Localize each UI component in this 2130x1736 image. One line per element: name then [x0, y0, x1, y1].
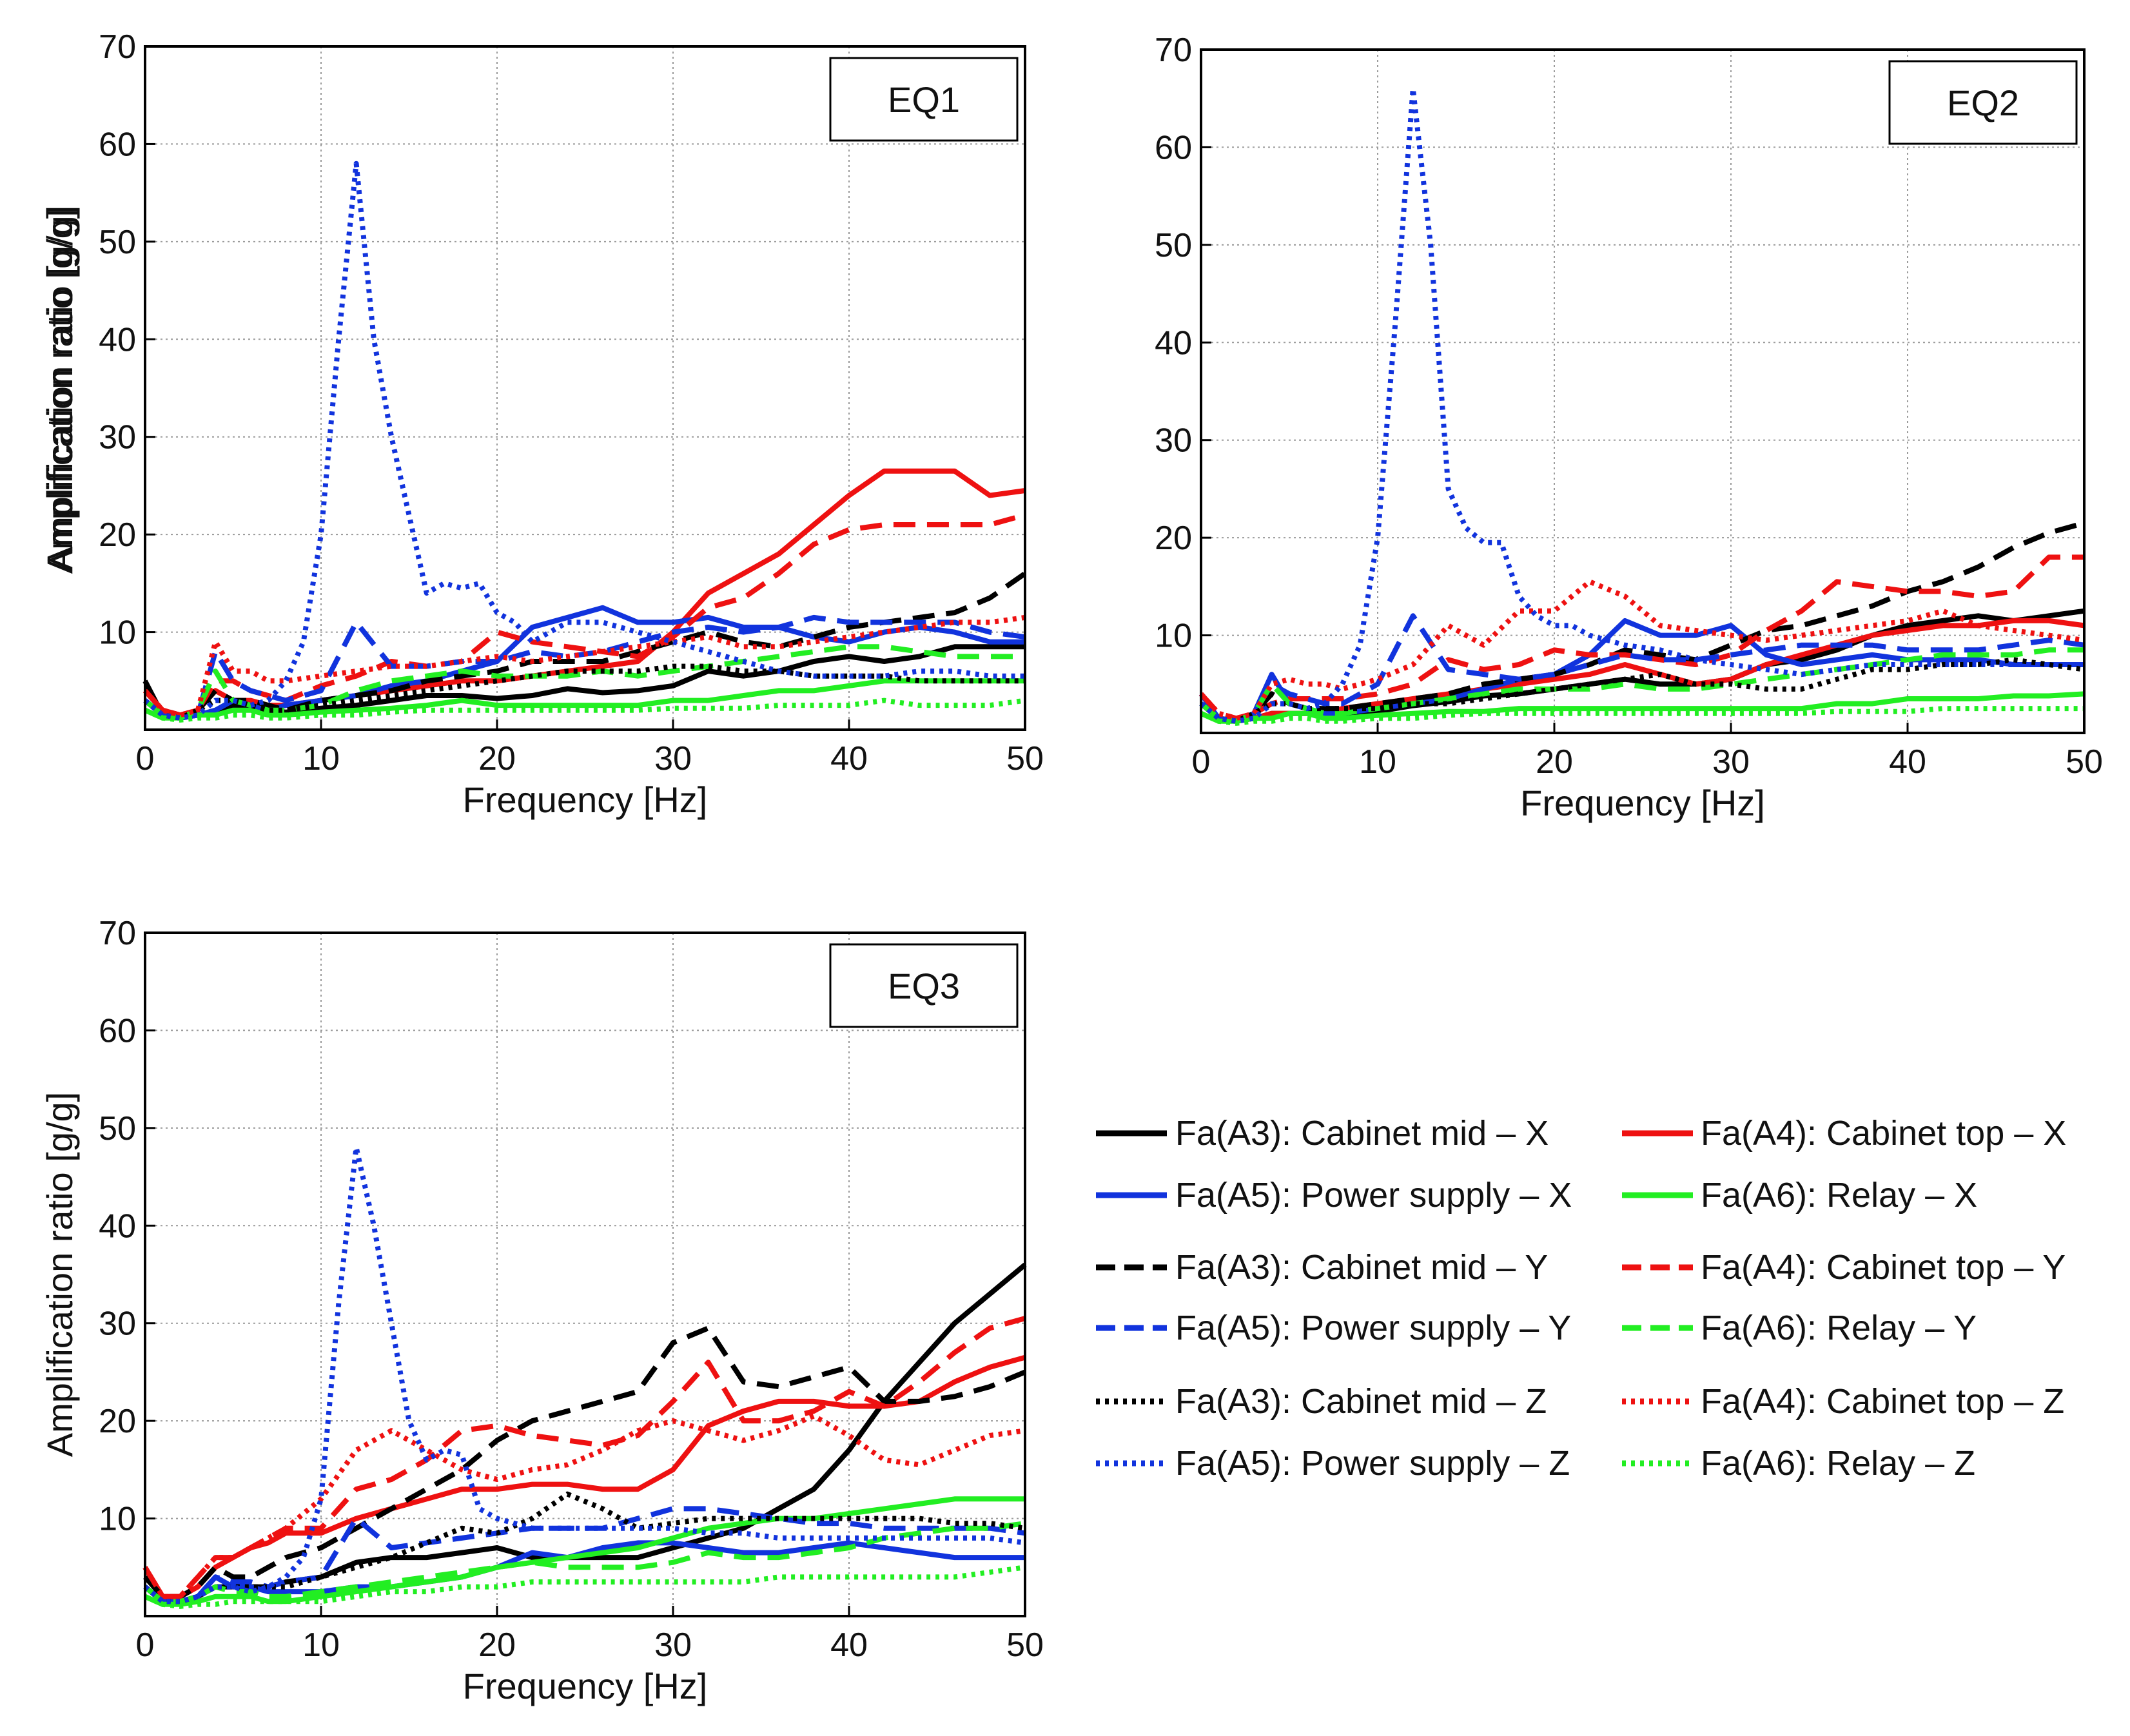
- chart-panel-eq3: 0 10 20 30 40 50 10 20 30 40 50 60 70 Frequency [Hz] A…: [39, 915, 1044, 1706]
- y-tick-label: 50: [99, 224, 136, 261]
- series-line-a4z: [142, 1413, 1026, 1599]
- series-line-a4z: [143, 614, 1026, 718]
- y-tick-label: 60: [99, 126, 136, 163]
- x-tick-label: 10: [302, 1626, 340, 1664]
- x-tick-label: 40: [1889, 743, 1926, 781]
- y-tick-label: 20: [99, 516, 136, 554]
- legend-label-a5z: Fa(A5): Power supply – Z: [1175, 1444, 1570, 1483]
- legend-label-a6z: Fa(A6): Relay – Z: [1701, 1444, 1975, 1483]
- legend-label-a6x: Fa(A6): Relay – X: [1701, 1176, 1977, 1214]
- chart-panel-eq2: 0 10 20 30 40 50 10 20 30 40 50 60 70 Frequency [Hz] A…: [39, 32, 2103, 823]
- x-axis-label: Frequency [Hz]: [463, 1666, 708, 1706]
- series-line-a3z: [1199, 657, 2085, 724]
- x-tick-label: 20: [1536, 743, 1573, 781]
- series-line-a3y: [143, 1325, 1026, 1599]
- x-axis-label: Frequency [Hz]: [463, 779, 708, 820]
- series-line-a6x: [144, 678, 1025, 721]
- series-line-a4y: [143, 512, 1026, 718]
- x-tick-label: 0: [136, 1626, 155, 1664]
- y-tick-label: 10: [99, 1501, 136, 1538]
- legend-label-a3z: Fa(A3): Cabinet mid – Z: [1175, 1382, 1547, 1421]
- y-tick-label: 50: [99, 1110, 136, 1147]
- legend-label-a3x: Fa(A3): Cabinet mid – X: [1175, 1114, 1549, 1153]
- axes-frame: [144, 45, 1026, 731]
- series-line-a6z: [144, 1565, 1026, 1609]
- axes-frame: [144, 931, 1026, 1617]
- y-tick-label: 70: [99, 28, 136, 66]
- legend: Fa(A3): Cabinet mid – X Fa(A4): Cabinet t…: [1096, 1114, 2066, 1483]
- x-tick-label: 50: [2066, 743, 2103, 781]
- y-tick-label: 70: [99, 915, 136, 952]
- series-line-a5z: [143, 161, 1025, 721]
- y-axis-label: Amplification ratio [g/g]: [39, 209, 80, 574]
- x-axis-label: Frequency [Hz]: [1520, 783, 1765, 823]
- y-tick-label: 30: [1155, 422, 1192, 460]
- legend-label-a4y: Fa(A4): Cabinet top – Y: [1701, 1248, 2066, 1287]
- y-tick-label: 60: [99, 1012, 136, 1049]
- chart-title: EQ3: [888, 966, 960, 1006]
- x-tick-label: 20: [478, 740, 516, 777]
- series-line-a6z: [144, 697, 1026, 723]
- x-tick-label: 20: [478, 1626, 516, 1664]
- y-tick-label: 30: [99, 419, 136, 456]
- y-tick-label: 50: [1155, 227, 1192, 264]
- chart-title: EQ1: [888, 79, 960, 120]
- y-tick-label: 40: [99, 1207, 136, 1245]
- y-axis-label: Amplification ratio [g/g]: [39, 1092, 80, 1457]
- chart-title-box: [829, 57, 1019, 142]
- x-tick-label: 40: [830, 1626, 868, 1664]
- legend-label-a3y: Fa(A3): Cabinet mid – Y: [1175, 1248, 1548, 1287]
- series-line-a6z: [1200, 706, 2084, 726]
- y-tick-label: 20: [99, 1403, 136, 1440]
- y-tick-label: 40: [99, 321, 136, 358]
- plot-area: [145, 46, 1025, 730]
- series-line-a5z: [1199, 86, 2084, 724]
- series-line-a5x: [143, 605, 1025, 721]
- x-tick-label: 30: [1712, 743, 1750, 781]
- chart-panel-eq1: 0 10 20 30 40 50 10 20 30 40 50 60 70 Frequency [Hz] A…: [39, 28, 1044, 820]
- y-tick-label: 10: [1155, 618, 1192, 655]
- chart-title: EQ2: [1947, 83, 2019, 123]
- series-line-a5y: [143, 1506, 1026, 1604]
- series-line-a3z: [143, 663, 1025, 721]
- chart-title-box: [1888, 60, 2078, 145]
- x-tick-label: 30: [654, 1626, 692, 1664]
- y-tick-label: 30: [99, 1305, 136, 1343]
- legend-label-a6y: Fa(A6): Relay – Y: [1701, 1309, 1977, 1347]
- y-tick-label: 70: [1155, 32, 1192, 69]
- x-tick-label: 30: [654, 740, 692, 777]
- y-tick-label: 40: [1155, 324, 1192, 362]
- legend-label-a4x: Fa(A4): Cabinet top – X: [1701, 1114, 2066, 1153]
- x-tick-label: 10: [1359, 743, 1396, 781]
- chart-title-box: [829, 943, 1019, 1028]
- x-tick-label: 50: [1006, 1626, 1044, 1664]
- legend-label-a5x: Fa(A5): Power supply – X: [1175, 1176, 1572, 1214]
- series-line-a6x: [1200, 691, 2085, 724]
- y-tick-label: 20: [1155, 520, 1192, 557]
- series-line-a5z: [143, 1145, 1026, 1604]
- x-tick-label: 0: [1192, 743, 1211, 781]
- legend-label-a5y: Fa(A5): Power supply – Y: [1175, 1309, 1571, 1347]
- legend-label-a4z: Fa(A4): Cabinet top – Z: [1701, 1382, 2064, 1421]
- y-tick-label: 10: [99, 614, 136, 652]
- x-tick-label: 50: [1006, 740, 1044, 777]
- y-axis-label: Amplification ratio [g/g]: [39, 206, 80, 571]
- series-line-a6y: [143, 1521, 1026, 1604]
- series-line-a4z: [1199, 579, 2085, 721]
- series-line-a5y: [1199, 613, 2085, 724]
- series-line-a3x: [142, 644, 1025, 721]
- y-tick-label: 60: [1155, 129, 1192, 166]
- x-tick-label: 40: [830, 740, 868, 777]
- plot-area: [145, 933, 1025, 1616]
- x-tick-label: 0: [136, 740, 155, 777]
- x-tick-label: 10: [302, 740, 340, 777]
- axes-frame: [1200, 48, 2086, 734]
